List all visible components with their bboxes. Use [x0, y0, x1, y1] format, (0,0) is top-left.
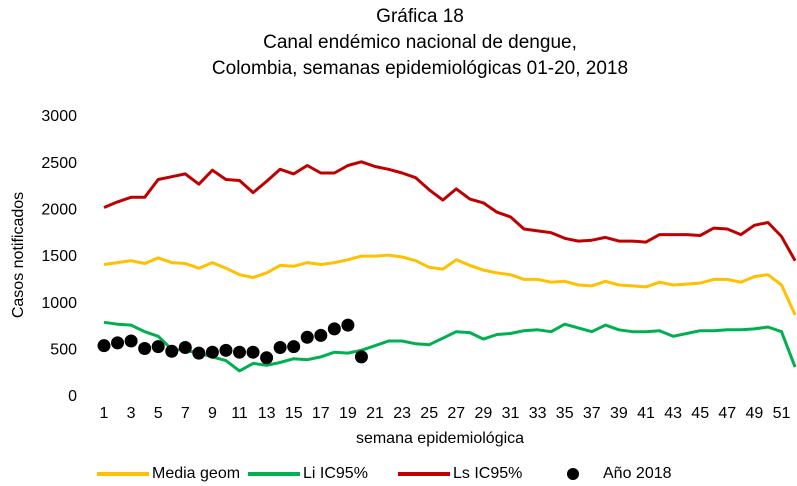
x-tick-label: 37 — [583, 405, 601, 422]
x-tick-label: 27 — [447, 405, 465, 422]
data-point — [192, 346, 206, 360]
x-tick-label: 3 — [127, 405, 136, 422]
legend-label: Año 2018 — [603, 465, 672, 482]
y-tick-label: 2000 — [41, 202, 77, 219]
x-tick-label: 33 — [529, 405, 547, 422]
data-point — [273, 341, 287, 355]
data-point — [151, 340, 165, 354]
data-point — [219, 343, 233, 357]
data-point — [233, 345, 246, 359]
data-point — [341, 318, 355, 332]
y-tick-label: 2500 — [41, 155, 77, 172]
y-tick-label: 0 — [68, 388, 77, 405]
legend-label: Ls IC95% — [453, 465, 522, 482]
x-tick-label: 29 — [475, 405, 493, 422]
x-axis-label: semana epidemiológica — [356, 430, 524, 447]
x-tick-label: 17 — [312, 405, 330, 422]
x-tick-label: 49 — [746, 405, 764, 422]
chart-title: Colombia, semanas epidemiológicas 01-20,… — [212, 58, 628, 79]
legend-swatch — [567, 468, 579, 480]
x-tick-label: 1 — [100, 405, 109, 422]
x-tick-label: 31 — [502, 405, 520, 422]
data-point — [178, 341, 192, 355]
data-point — [205, 345, 219, 359]
series-line — [103, 320, 797, 373]
x-tick-label: 11 — [231, 405, 248, 422]
data-point — [354, 350, 368, 364]
legend-label: Media geom — [152, 465, 240, 482]
data-point — [327, 322, 341, 336]
x-tick-label: 5 — [154, 405, 163, 422]
x-tick-label: 25 — [420, 405, 438, 422]
chart-title: Gráfica 18 — [376, 6, 464, 27]
series-line — [103, 253, 797, 316]
data-point — [260, 351, 274, 365]
y-tick-label: 3000 — [41, 108, 77, 125]
x-tick-label: 43 — [664, 405, 682, 422]
x-tick-label: 45 — [691, 405, 709, 422]
data-point — [300, 330, 314, 344]
x-tick-label: 39 — [610, 405, 628, 422]
y-tick-label: 500 — [50, 342, 77, 359]
legend-label: Li IC95% — [303, 465, 368, 482]
x-tick-label: 15 — [285, 405, 303, 422]
y-tick-label: 1500 — [41, 248, 77, 265]
chart-title: Canal endémico nacional de dengue, — [263, 32, 577, 53]
data-point — [246, 345, 260, 359]
data-point — [287, 340, 301, 354]
data-point — [165, 344, 179, 358]
x-tick-label: 41 — [637, 405, 655, 422]
data-point — [124, 334, 138, 348]
x-tick-label: 47 — [718, 405, 736, 422]
series-line — [103, 160, 797, 262]
x-tick-label: 35 — [556, 405, 574, 422]
x-tick-label: 23 — [393, 405, 411, 422]
x-tick-label: 21 — [366, 405, 384, 422]
data-point — [314, 328, 328, 342]
x-tick-label: 19 — [339, 405, 357, 422]
data-point — [111, 336, 125, 350]
y-axis-label: Casos notificados — [10, 192, 27, 318]
x-tick-label: 13 — [258, 405, 276, 422]
data-point — [97, 339, 111, 353]
x-tick-label: 7 — [181, 405, 190, 422]
y-tick-label: 1000 — [41, 295, 77, 312]
x-tick-label: 51 — [773, 405, 791, 422]
data-point — [138, 341, 152, 355]
x-tick-label: 9 — [208, 405, 217, 422]
